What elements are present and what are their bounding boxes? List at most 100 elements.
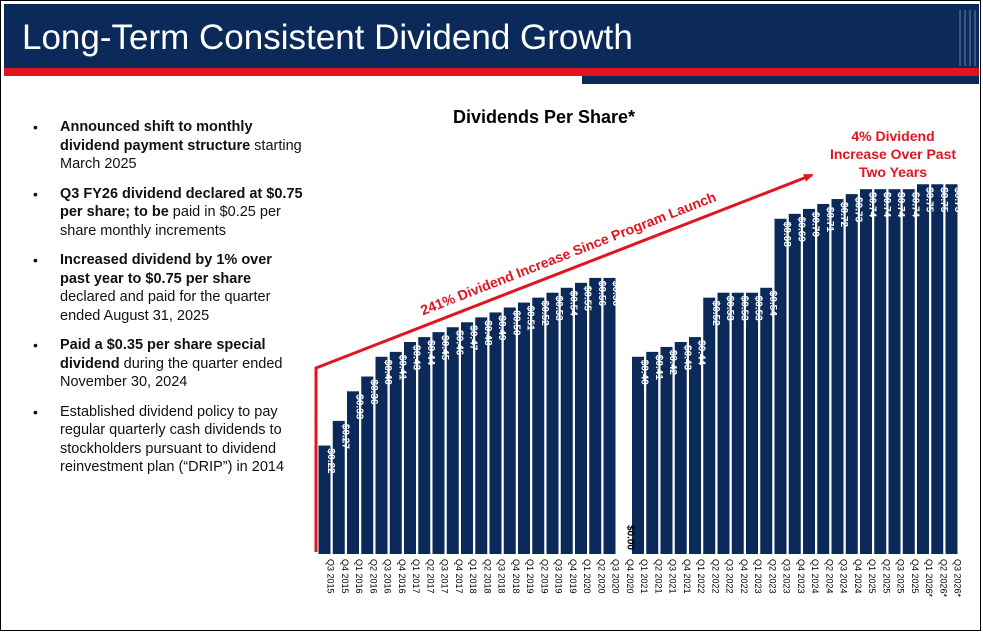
bar (347, 391, 359, 554)
x-tick-label: Q2 2018 (482, 559, 492, 594)
x-tick-label: Q3 2018 (497, 559, 507, 594)
bar (817, 203, 830, 554)
x-tick-label: Q4 2022 (739, 559, 749, 594)
bar-value-label: $0.46 (453, 330, 464, 355)
x-tick-label: Q3 2016 (383, 559, 393, 594)
bullet-dot-icon: • (33, 119, 38, 135)
bullet-bold-text: Increased dividend by 1% over past year … (60, 252, 272, 287)
x-tick-label: Q3 2022 (725, 559, 735, 594)
bullet-item: • Paid a $0.35 per share special dividend… (30, 336, 305, 392)
bar-value-label: $0.22 (325, 449, 336, 474)
bar (361, 376, 374, 554)
bullet-text: during the quarter ended November 30, 20… (60, 355, 283, 391)
x-tick-label: Q1 2026* (924, 559, 934, 598)
bullet-item: • Established dividend policy to pay regu… (30, 403, 305, 477)
bullet-dot-icon: • (33, 403, 38, 420)
bar (389, 351, 402, 554)
bar (489, 312, 502, 554)
x-tick-label: Q3 2015 (326, 559, 336, 594)
bar-value-label: $0.36 (368, 380, 379, 405)
bar-value-label: $0.53 (738, 296, 749, 321)
bar-value-label: $0.49 (496, 315, 507, 340)
bar (689, 337, 701, 554)
bar-value-label: $0.74 (895, 192, 906, 217)
bar (603, 277, 616, 554)
bar (931, 184, 944, 554)
bar-value-label: $0.52 (539, 301, 550, 326)
bar (418, 337, 431, 554)
bar-value-label: $0.53 (724, 296, 735, 321)
bar (404, 342, 416, 554)
bullet-text: starting March 2025 (60, 137, 302, 173)
x-tick-label: Q4 2018 (511, 559, 521, 594)
bar (746, 292, 758, 554)
bar (774, 218, 787, 554)
bar-value-label: $0.41 (653, 355, 664, 380)
x-tick-label: Q3 2026* (953, 559, 963, 598)
x-tick-label: Q4 2024 (853, 559, 863, 594)
bar-value-label: $0.74 (909, 192, 920, 217)
bar (461, 322, 473, 554)
bar (703, 297, 716, 554)
bullet-dot-icon: • (33, 337, 38, 353)
bar-value-label: $0.53 (553, 296, 564, 321)
bar (375, 356, 388, 554)
bar-value-label: $0.44 (425, 340, 436, 365)
x-tick-label: Q3 2021 (668, 559, 678, 594)
bullet-dot-icon: • (33, 252, 38, 268)
chart-title: Dividends Per Share* (453, 107, 635, 127)
bullet-text: declared and paid for the quarter ended … (60, 289, 271, 324)
bar-value-label: $0.43 (411, 345, 422, 370)
bar-value-label: $0.75 (952, 187, 963, 212)
bar (446, 327, 459, 554)
bar-value-label: $0.27 (339, 424, 350, 449)
bullet-list: • Announced shift to monthly dividend pay… (30, 118, 305, 488)
x-tick-label: Q2 2020 (596, 559, 606, 594)
bullet-bold-text: Announced shift to monthly dividend paym… (60, 119, 253, 154)
tick-labels-group: Q3 2015 Q4 2015 Q1 2016 Q2 2016 Q3 2016 Q4 20… (326, 559, 963, 598)
x-tick-label: Q4 2021 (682, 559, 692, 594)
x-tick-label: Q2 2021 (653, 559, 663, 594)
bar (803, 208, 815, 554)
bullet-text: paid in $0.25 per share monthly incremen… (60, 204, 281, 239)
bar (332, 420, 345, 554)
x-tick-label: Q3 2017 (440, 559, 450, 594)
x-tick-label: Q3 2019 (554, 559, 564, 594)
bar-value-label: $0.52 (710, 301, 721, 326)
bullet-item: • Announced shift to monthly dividend pay… (30, 118, 305, 174)
x-tick-label: Q1 2021 (639, 559, 649, 594)
bar-value-label: $0.54 (567, 291, 578, 316)
x-tick-label: Q1 2019 (525, 559, 535, 594)
bar-value-label: $0.50 (510, 311, 521, 336)
bar-value-label: $0.41 (396, 355, 407, 380)
bar (432, 332, 445, 554)
bar (917, 184, 929, 554)
bar-value-label: $0.75 (924, 187, 935, 212)
x-tick-label: Q4 2020 (625, 559, 635, 594)
x-tick-label: Q1 2017 (411, 559, 421, 594)
x-tick-label: Q3 2024 (839, 559, 849, 594)
x-tick-label: Q1 2023 (753, 559, 763, 594)
bar-value-label: $0.42 (667, 350, 678, 375)
x-tick-label: Q3 2020 (611, 559, 621, 594)
page-title: Long-Term Consistent Dividend Growth (22, 18, 633, 57)
bar (475, 317, 488, 554)
bullet-bold-text: Q3 FY26 dividend declared at $0.75 per s… (60, 185, 303, 221)
bar (945, 184, 958, 554)
growth-arrow (314, 173, 814, 552)
bar (503, 307, 516, 554)
header-bar: Long-Term Consistent Dividend Growth (4, 4, 979, 68)
bar (575, 282, 587, 554)
bar-value-label: $0.69 (795, 217, 806, 242)
bar (560, 287, 573, 554)
bar (760, 287, 773, 554)
bar-value-label: $0.44 (696, 340, 707, 365)
x-tick-label: Q2 2019 (539, 559, 549, 594)
bar-value-label: $0.72 (838, 202, 849, 227)
x-tick-label: Q4 2017 (454, 559, 464, 594)
bar (888, 189, 901, 554)
top-right-annotation-line: 4% Dividend (851, 128, 934, 144)
bar (874, 189, 887, 554)
bar (674, 342, 687, 554)
bullet-text: Established dividend policy to pay regul… (60, 403, 285, 476)
